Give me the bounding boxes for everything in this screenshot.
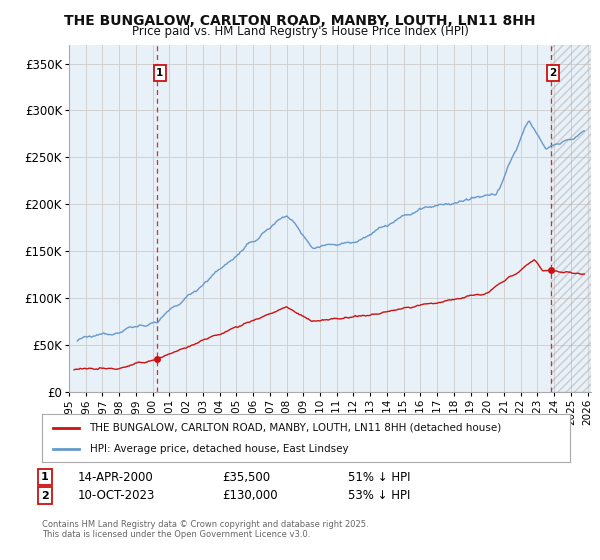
Text: THE BUNGALOW, CARLTON ROAD, MANBY, LOUTH, LN11 8HH (detached house): THE BUNGALOW, CARLTON ROAD, MANBY, LOUTH… — [89, 423, 502, 433]
Text: 2: 2 — [550, 68, 557, 78]
Text: 51% ↓ HPI: 51% ↓ HPI — [348, 470, 410, 484]
Text: 1: 1 — [156, 68, 163, 78]
Text: 2: 2 — [41, 491, 49, 501]
Text: 1: 1 — [41, 472, 49, 482]
Text: £35,500: £35,500 — [222, 470, 270, 484]
Text: £130,000: £130,000 — [222, 489, 278, 502]
Text: 53% ↓ HPI: 53% ↓ HPI — [348, 489, 410, 502]
Text: 10-OCT-2023: 10-OCT-2023 — [78, 489, 155, 502]
Text: Contains HM Land Registry data © Crown copyright and database right 2025.
This d: Contains HM Land Registry data © Crown c… — [42, 520, 368, 539]
Text: Price paid vs. HM Land Registry's House Price Index (HPI): Price paid vs. HM Land Registry's House … — [131, 25, 469, 38]
Text: 14-APR-2000: 14-APR-2000 — [78, 470, 154, 484]
Text: HPI: Average price, detached house, East Lindsey: HPI: Average price, detached house, East… — [89, 444, 348, 454]
Text: THE BUNGALOW, CARLTON ROAD, MANBY, LOUTH, LN11 8HH: THE BUNGALOW, CARLTON ROAD, MANBY, LOUTH… — [64, 14, 536, 28]
